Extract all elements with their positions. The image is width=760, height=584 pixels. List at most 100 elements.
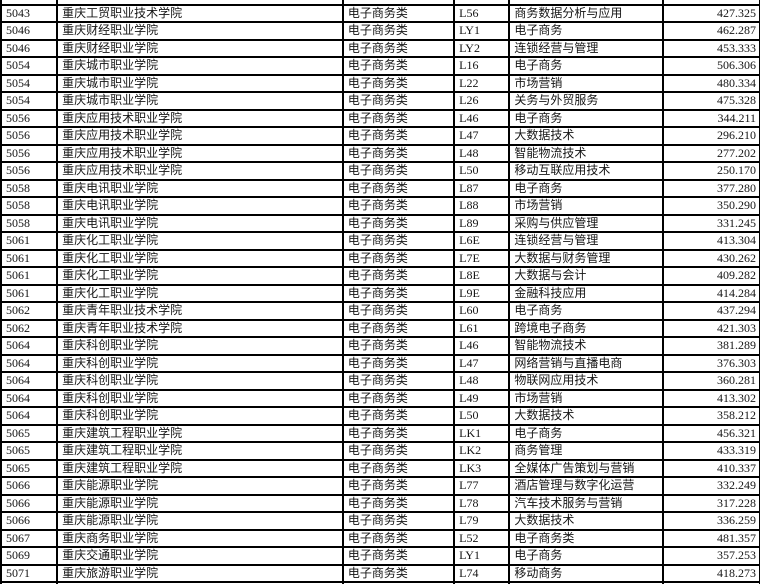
major-code-cell: L47 bbox=[453, 353, 511, 373]
college-name-cell: 重庆能源职业学院 bbox=[56, 493, 344, 513]
major-code-cell: L8E bbox=[453, 266, 511, 286]
major-name-cell: 移动互联应用技术 bbox=[508, 161, 664, 181]
category-cell: 电子商务类 bbox=[341, 38, 456, 58]
category-cell: 电子商务类 bbox=[341, 371, 456, 391]
college-name-cell: 重庆财经职业学院 bbox=[56, 21, 344, 41]
category-cell: 电子商务类 bbox=[341, 196, 456, 216]
category-cell: 电子商务类 bbox=[341, 563, 456, 583]
major-name-cell: 市场营销 bbox=[508, 196, 664, 216]
score-cell: 360.281 bbox=[661, 371, 760, 391]
college-name-cell: 重庆建筑工程职业学院 bbox=[56, 458, 344, 478]
table-row: 5046 重庆财经职业学院 电子商务类 LY2 连锁经营与管理 453.333 bbox=[0, 38, 760, 58]
college-name-cell: 重庆化工职业学院 bbox=[56, 231, 344, 251]
major-name-cell: 商务管理 bbox=[508, 441, 664, 461]
category-cell: 电子商务类 bbox=[341, 546, 456, 566]
college-code-cell: 5062 bbox=[0, 318, 59, 338]
category-cell: 电子商务类 bbox=[341, 353, 456, 373]
college-code-cell: 5056 bbox=[0, 161, 59, 181]
college-code-cell: 5066 bbox=[0, 476, 59, 496]
empty-cell bbox=[56, 581, 344, 584]
score-cell: 456.321 bbox=[661, 423, 760, 443]
major-code-cell: L61 bbox=[453, 318, 511, 338]
score-cell: 475.328 bbox=[661, 91, 760, 111]
major-code-cell: L49 bbox=[453, 388, 511, 408]
category-cell: 电子商务类 bbox=[341, 511, 456, 531]
score-cell: 430.262 bbox=[661, 248, 760, 268]
score-cell: 453.333 bbox=[661, 38, 760, 58]
major-code-cell: L6E bbox=[453, 231, 511, 251]
major-name-cell: 大数据技术 bbox=[508, 126, 664, 146]
college-name-cell: 重庆能源职业学院 bbox=[56, 476, 344, 496]
table-row: 5054 重庆城市职业学院 电子商务类 L16 电子商务 506.306 bbox=[0, 56, 760, 76]
college-code-cell: 5054 bbox=[0, 56, 59, 76]
major-code-cell: L16 bbox=[453, 56, 511, 76]
table-row: 5061 重庆化工职业学院 电子商务类 L6E 连锁经营与管理 413.304 bbox=[0, 231, 760, 251]
college-code-cell: 5056 bbox=[0, 143, 59, 163]
category-cell: 电子商务类 bbox=[341, 493, 456, 513]
college-name-cell: 重庆工贸职业技术学院 bbox=[56, 3, 344, 23]
major-name-cell: 电子商务 bbox=[508, 56, 664, 76]
category-cell: 电子商务类 bbox=[341, 318, 456, 338]
college-code-cell: 5067 bbox=[0, 528, 59, 548]
college-name-cell: 重庆电讯职业学院 bbox=[56, 196, 344, 216]
college-name-cell: 重庆应用技术职业学院 bbox=[56, 161, 344, 181]
category-cell: 电子商务类 bbox=[341, 406, 456, 426]
major-code-cell: L79 bbox=[453, 511, 511, 531]
score-cell: 350.290 bbox=[661, 196, 760, 216]
college-name-cell: 重庆科创职业学院 bbox=[56, 371, 344, 391]
table-row: 5056 重庆应用技术职业学院 电子商务类 L47 大数据技术 296.210 bbox=[0, 126, 760, 146]
category-cell: 电子商务类 bbox=[341, 388, 456, 408]
score-cell: 418.273 bbox=[661, 563, 760, 583]
category-cell: 电子商务类 bbox=[341, 3, 456, 23]
major-code-cell: L87 bbox=[453, 178, 511, 198]
empty-cell bbox=[508, 581, 664, 584]
score-cell: 331.245 bbox=[661, 213, 760, 233]
table-row: 5054 重庆城市职业学院 电子商务类 L26 关务与外贸服务 475.328 bbox=[0, 91, 760, 111]
score-cell: 358.212 bbox=[661, 406, 760, 426]
category-cell: 电子商务类 bbox=[341, 178, 456, 198]
major-name-cell: 大数据技术 bbox=[508, 406, 664, 426]
college-name-cell: 重庆化工职业学院 bbox=[56, 283, 344, 303]
table-row: 5046 重庆财经职业学院 电子商务类 LY1 电子商务 462.287 bbox=[0, 21, 760, 41]
major-name-cell: 大数据技术 bbox=[508, 511, 664, 531]
college-name-cell: 重庆青年职业技术学院 bbox=[56, 301, 344, 321]
college-code-cell: 5064 bbox=[0, 406, 59, 426]
table-row: 5056 重庆应用技术职业学院 电子商务类 L50 移动互联应用技术 250.170 bbox=[0, 161, 760, 181]
major-name-cell: 大数据与会计 bbox=[508, 266, 664, 286]
major-name-cell: 移动商务 bbox=[508, 563, 664, 583]
major-code-cell: L46 bbox=[453, 108, 511, 128]
category-cell: 电子商务类 bbox=[341, 248, 456, 268]
category-cell: 电子商务类 bbox=[341, 56, 456, 76]
college-name-cell: 重庆应用技术职业学院 bbox=[56, 126, 344, 146]
college-name-cell: 重庆科创职业学院 bbox=[56, 336, 344, 356]
major-code-cell: L7E bbox=[453, 248, 511, 268]
college-code-cell: 5065 bbox=[0, 458, 59, 478]
major-code-cell: L88 bbox=[453, 196, 511, 216]
category-cell: 电子商务类 bbox=[341, 21, 456, 41]
college-name-cell: 重庆青年职业技术学院 bbox=[56, 318, 344, 338]
college-name-cell: 重庆科创职业学院 bbox=[56, 406, 344, 426]
category-cell: 电子商务类 bbox=[341, 126, 456, 146]
college-code-cell: 5046 bbox=[0, 21, 59, 41]
table-row: 5062 重庆青年职业技术学院 电子商务类 L61 跨境电子商务 421.303 bbox=[0, 318, 760, 338]
category-cell: 电子商务类 bbox=[341, 213, 456, 233]
college-name-cell: 重庆交通职业学院 bbox=[56, 546, 344, 566]
table-row: 5066 重庆能源职业学院 电子商务类 L78 汽车技术服务与营销 317.228 bbox=[0, 493, 760, 513]
category-cell: 电子商务类 bbox=[341, 458, 456, 478]
major-name-cell: 电子商务 bbox=[508, 301, 664, 321]
table-row: 5061 重庆化工职业学院 电子商务类 L8E 大数据与会计 409.282 bbox=[0, 266, 760, 286]
major-name-cell: 电子商务 bbox=[508, 21, 664, 41]
major-name-cell: 市场营销 bbox=[508, 388, 664, 408]
college-code-cell: 5061 bbox=[0, 266, 59, 286]
table-row: 5065 重庆建筑工程职业学院 电子商务类 LK2 商务管理 433.319 bbox=[0, 441, 760, 461]
major-code-cell: L60 bbox=[453, 301, 511, 321]
major-name-cell: 物联网应用技术 bbox=[508, 371, 664, 391]
college-code-cell: 5056 bbox=[0, 126, 59, 146]
major-code-cell: L50 bbox=[453, 406, 511, 426]
college-name-cell: 重庆应用技术职业学院 bbox=[56, 108, 344, 128]
college-code-cell: 5064 bbox=[0, 336, 59, 356]
major-name-cell: 电子商务 bbox=[508, 423, 664, 443]
score-cell: 336.259 bbox=[661, 511, 760, 531]
college-code-cell: 5066 bbox=[0, 511, 59, 531]
score-cell: 296.210 bbox=[661, 126, 760, 146]
